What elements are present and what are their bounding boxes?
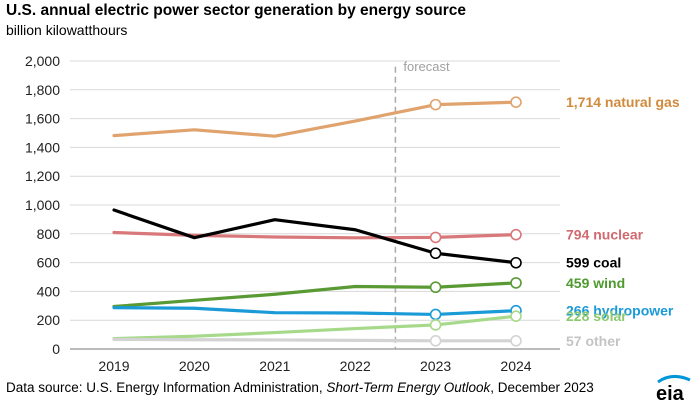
y-tick-label: 2,000 [25,53,60,69]
series-label-other: 57 other [566,333,621,349]
chart-title: U.S. annual electric power sector genera… [6,2,466,19]
source-suffix: , December 2023 [490,380,594,395]
y-tick-label: 1,400 [25,139,60,155]
series-line-natural-gas [112,100,518,138]
y-tick-label: 1,800 [25,82,60,98]
series-line-hydropower [112,306,518,317]
series-label-nuclear: 794 nuclear [566,227,644,243]
forecast-point [429,319,442,331]
y-tick-label: 1,600 [25,111,60,127]
eia-logo: eia [656,375,691,404]
y-tick-label: 800 [37,226,61,242]
y-tick-label: 1,200 [25,168,60,184]
x-tick-label: 2023 [420,358,451,374]
svg-text:eia: eia [656,383,685,404]
forecast-point [510,277,522,289]
forecast-point [429,334,442,347]
data-source: Data source: U.S. Energy Information Adm… [6,380,594,395]
y-axis: 0 200 400 600 800 1,000 1,200 1,400 1,600 1,800 2,… [25,53,60,357]
forecast-point [510,228,522,241]
forecast-point [429,281,442,294]
series-label-coal: 599 coal [566,255,621,271]
x-tick-label: 2020 [179,358,210,374]
series-line-wind [112,281,518,309]
forecast-point [510,334,522,347]
grid [70,60,560,350]
forecast-label: forecast [403,59,450,74]
forecast-point [510,310,522,322]
series-lines [112,96,522,347]
y-tick-label: 600 [37,255,61,271]
x-axis: 2019 2020 2021 2022 2023 2024 [98,358,531,374]
forecast-point [429,308,442,321]
series-label-hydropower: 266 hydropower [566,303,674,319]
series-line-coal [112,208,518,265]
source-publication: Short-Term Energy Outlook [326,380,491,395]
x-tick-label: 2019 [98,358,129,374]
series-label-natural-gas: 1,714 natural gas [566,94,680,110]
source-prefix: Data source: U.S. Energy Information Adm… [6,380,327,395]
x-tick-label: 2024 [500,358,531,374]
x-tick-label: 2021 [259,358,290,374]
x-tick-label: 2022 [340,358,371,374]
y-tick-label: 0 [52,341,60,357]
series-label-wind: 459 wind [566,275,625,291]
series-label-solar: 228 solar [566,308,627,324]
forecast-point [429,231,442,244]
y-tick-label: 200 [37,312,61,328]
series-labels: 1,714 natural gas 794 nuclear 599 coal 459 … [566,94,680,349]
forecast-point [510,96,522,108]
series-line-nuclear [112,230,518,240]
forecast-marker: forecast [394,59,450,349]
series-line-other [112,337,518,343]
chart-subtitle: billion kilowatthours [6,22,128,38]
forecast-point [429,247,442,260]
series-line-solar [112,314,518,341]
y-tick-label: 400 [37,283,61,299]
forecast-point [510,256,522,269]
y-tick-label: 1,000 [25,197,60,213]
forecast-point [429,98,442,111]
